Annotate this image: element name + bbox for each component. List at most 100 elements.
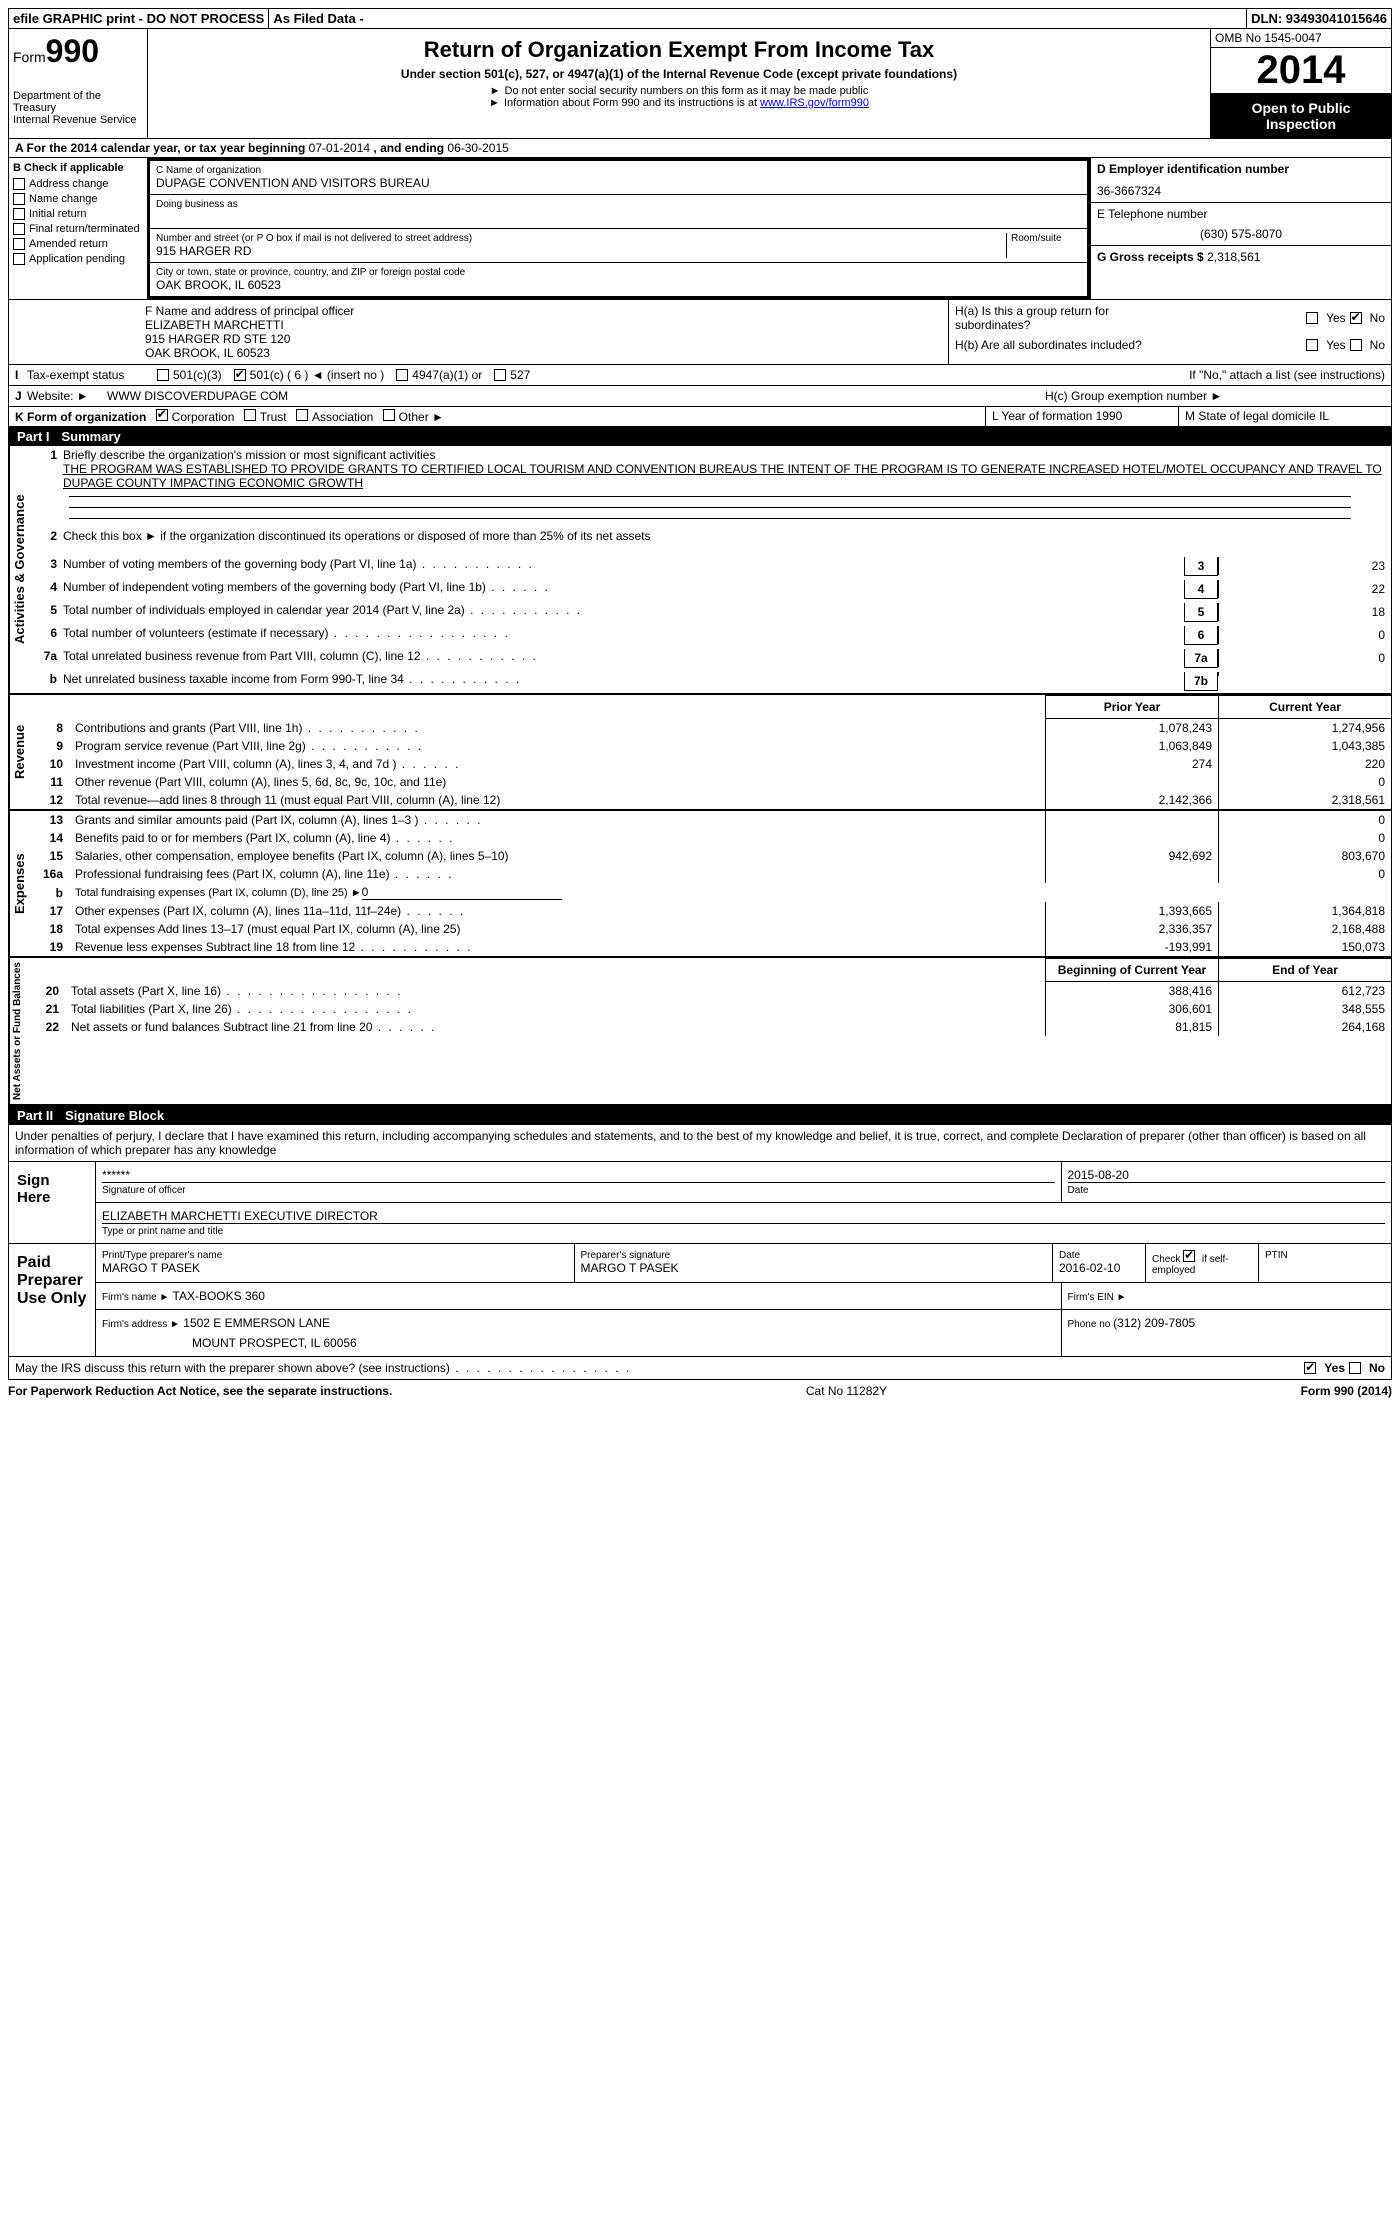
check-amended[interactable]: Amended return [13, 238, 143, 250]
efile-notice: efile GRAPHIC print - DO NOT PROCESS [9, 9, 269, 28]
line3-value: 23 [1218, 557, 1391, 575]
note-ssn: Do not enter social security numbers on … [152, 85, 1206, 97]
part1-title: Summary [62, 429, 121, 444]
begin-year-head: Beginning of Current Year [1046, 959, 1219, 982]
mission-text: THE PROGRAM WAS ESTABLISHED TO PROVIDE G… [63, 462, 1382, 490]
part1-header: Part I Summary [8, 427, 1392, 446]
ha-yes[interactable] [1306, 312, 1318, 324]
as-filed: As Filed Data - [269, 9, 1247, 28]
firm-addr2: MOUNT PROSPECT, IL 60056 [102, 1336, 1055, 1350]
firm-phone: (312) 209-7805 [1113, 1316, 1195, 1330]
check-501c3[interactable] [157, 369, 169, 381]
row-klm: K Form of organization Corporation Trust… [8, 407, 1392, 427]
irs-link[interactable]: www.IRS.gov/form990 [760, 97, 869, 109]
part2-title: Signature Block [65, 1108, 164, 1123]
section-fh: F Name and address of principal officer … [8, 300, 1392, 365]
line18: Total expenses Add lines 13–17 (must equ… [69, 920, 1046, 938]
row-i: I Tax-exempt status 501(c)(3) 501(c) ( 6… [8, 365, 1392, 386]
line6-label: Total number of volunteers (estimate if … [63, 626, 1184, 640]
line19: Revenue less expenses Subtract line 18 f… [69, 938, 1046, 956]
header-left: Form990 Department of the Treasury Inter… [9, 29, 148, 138]
vert-governance: Activities & Governance [9, 446, 29, 693]
part1-revenue: Revenue Prior YearCurrent Year 8Contribu… [8, 695, 1392, 811]
hb-no[interactable] [1350, 339, 1362, 351]
ein-label: D Employer identification number [1097, 162, 1385, 176]
year-start: 07-01-2014 [309, 141, 370, 155]
perjury-decl: Under penalties of perjury, I declare th… [9, 1125, 1391, 1162]
expenses-table: 13Grants and similar amounts paid (Part … [29, 811, 1391, 956]
gross-label: G Gross receipts $ [1097, 250, 1207, 264]
m-state: M State of legal domicile IL [1178, 407, 1391, 426]
form-header: Form990 Department of the Treasury Inter… [8, 29, 1392, 139]
dln: DLN: 93493041015646 [1247, 9, 1391, 28]
city-label: City or town, state or province, country… [156, 267, 1081, 278]
check-corp[interactable] [156, 409, 168, 421]
line16a: Professional fundraising fees (Part IX, … [69, 865, 1046, 883]
hb-label: H(b) Are all subordinates included? [955, 338, 1185, 352]
ein-value: 36-3667324 [1097, 184, 1385, 198]
line10: Investment income (Part VIII, column (A)… [69, 755, 1046, 773]
check-other[interactable] [383, 409, 395, 421]
officer-name: ELIZABETH MARCHETTI [145, 318, 942, 332]
line17: Other expenses (Part IX, column (A), lin… [69, 902, 1046, 920]
discuss-label: May the IRS discuss this return with the… [15, 1361, 631, 1375]
line7b-label: Net unrelated business taxable income fr… [63, 672, 1184, 686]
line7a-label: Total unrelated business revenue from Pa… [63, 649, 1184, 663]
tel-value: (630) 575-8070 [1097, 227, 1385, 241]
line6-value: 0 [1218, 626, 1391, 644]
col-c: C Name of organizationDUPAGE CONVENTION … [147, 158, 1090, 299]
discuss-yes[interactable] [1304, 1362, 1316, 1374]
end-year-head: End of Year [1219, 959, 1392, 982]
col-d: D Employer identification number 36-36673… [1090, 158, 1391, 299]
line14: Benefits paid to or for members (Part IX… [69, 829, 1046, 847]
top-bar: efile GRAPHIC print - DO NOT PROCESS As … [8, 8, 1392, 29]
ptin-label: PTIN [1265, 1250, 1385, 1261]
typeprint-label: Type or print name and title [102, 1223, 1385, 1237]
k-label: K Form of organization [15, 410, 146, 424]
discuss-no[interactable] [1349, 1362, 1361, 1374]
check-4947[interactable] [396, 369, 408, 381]
box-f: F Name and address of principal officer … [139, 300, 948, 364]
omb-number: OMB No 1545-0047 [1211, 29, 1391, 48]
tax-year: 2014 [1211, 48, 1391, 94]
box-h: H(a) Is this a group return for subordin… [948, 300, 1391, 364]
hb-yes[interactable] [1306, 339, 1318, 351]
hb-note: If "No," attach a list (see instructions… [1189, 368, 1385, 382]
check-self-employed[interactable] [1183, 1250, 1195, 1262]
col-b-title: B Check if applicable [13, 162, 143, 174]
ha-label: H(a) Is this a group return for subordin… [955, 304, 1185, 332]
footer-right: Form 990 (2014) [1301, 1384, 1392, 1398]
footer-left: For Paperwork Reduction Act Notice, see … [8, 1384, 392, 1398]
irs-label: Internal Revenue Service [13, 114, 143, 126]
sig-stars: ****** [102, 1168, 1055, 1182]
sig-date1: 2015-08-20 [1068, 1168, 1386, 1182]
vert-revenue: Revenue [9, 695, 29, 809]
line3-label: Number of voting members of the governin… [63, 557, 1184, 571]
check-527[interactable] [494, 369, 506, 381]
j-label: Website: ► [27, 389, 107, 403]
row-a-mid: , and ending [370, 141, 447, 155]
check-address[interactable]: Address change [13, 178, 143, 190]
paid-preparer-label: Paid Preparer Use Only [9, 1244, 95, 1356]
prep-date: 2016-02-10 [1059, 1261, 1139, 1275]
check-assoc[interactable] [296, 409, 308, 421]
check-501c[interactable] [234, 369, 246, 381]
footer-center: Cat No 11282Y [806, 1384, 887, 1398]
header-center: Return of Organization Exempt From Incom… [148, 29, 1210, 138]
check-final[interactable]: Final return/terminated [13, 223, 143, 235]
line20: Total assets (Part X, line 16) [65, 982, 1046, 1001]
form-subtitle: Under section 501(c), 527, or 4947(a)(1)… [152, 67, 1206, 81]
line4-value: 22 [1218, 580, 1391, 598]
dept-treasury: Department of the Treasury [13, 90, 143, 114]
line5-label: Total number of individuals employed in … [63, 603, 1184, 617]
check-trust[interactable] [244, 409, 256, 421]
line2-label: Check this box ► if the organization dis… [63, 529, 1391, 543]
line8: Contributions and grants (Part VIII, lin… [69, 719, 1046, 738]
check-name[interactable]: Name change [13, 193, 143, 205]
ha-no[interactable] [1350, 312, 1362, 324]
gross-value: 2,318,561 [1207, 250, 1260, 264]
check-pending[interactable]: Application pending [13, 253, 143, 265]
part2-header: Part II Signature Block [8, 1106, 1392, 1125]
officer-addr1: 915 HARGER RD STE 120 [145, 332, 942, 346]
check-initial[interactable]: Initial return [13, 208, 143, 220]
